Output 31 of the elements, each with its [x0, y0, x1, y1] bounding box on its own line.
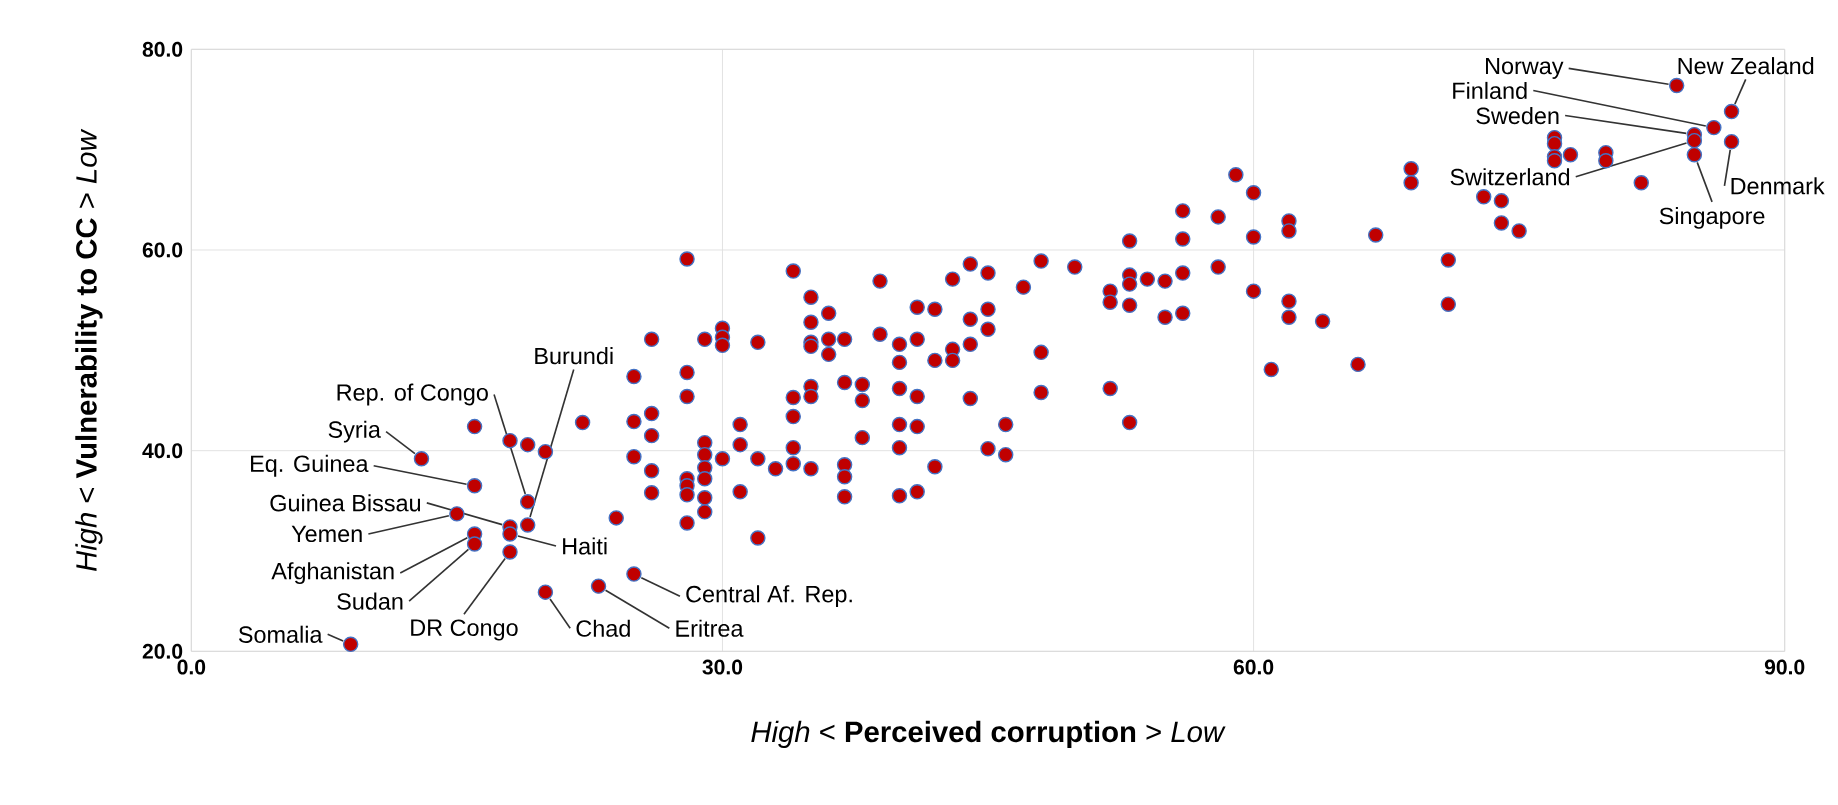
annotation: Norway	[1486, 57, 1564, 79]
y-tick-label: 60.0	[142, 242, 183, 258]
y-tick-label: 40.0	[142, 443, 183, 458]
annotation: Singapore	[1659, 206, 1765, 229]
annotation: Central Af. Rep.	[686, 585, 852, 607]
annotation: Somalia	[238, 625, 323, 643]
annotation: Syria	[328, 420, 381, 443]
annotation: Burundi	[535, 346, 613, 365]
annotation: DR Congo	[411, 619, 518, 641]
annotation: Afghanistan	[271, 561, 394, 584]
y-tick-label: 80.0	[142, 41, 183, 57]
y-tick-label: 20.0	[142, 643, 183, 659]
x-tick-label: 60.0	[1233, 659, 1274, 675]
annotation: Switzerland	[1450, 168, 1570, 186]
x-tick-label: 90.0	[1764, 659, 1805, 675]
annotation: Haiti	[563, 537, 607, 555]
annotation: New Zealand	[1678, 56, 1814, 75]
x-tick-label: 0.0	[177, 659, 206, 675]
x-axis-title: High < Perceived corruption > Low	[751, 720, 1226, 748]
annotation: Sudan	[337, 592, 403, 610]
annotation: Yemen	[291, 525, 362, 542]
annotation: Sweden	[1476, 106, 1559, 124]
annotation: Eritrea	[676, 619, 744, 637]
y-axis-title: High < Vulnerability to CC > Low	[75, 128, 103, 571]
annotation: Eq. Guinea	[251, 454, 369, 477]
annotation: Denmark	[1731, 177, 1825, 195]
annotation: Guinea Bissau	[270, 494, 421, 512]
annotation: Rep. of Congo	[337, 383, 488, 406]
x-tick-label: 30.0	[702, 659, 743, 675]
annotation: Finland	[1453, 81, 1527, 99]
annotation: Chad	[576, 619, 630, 637]
